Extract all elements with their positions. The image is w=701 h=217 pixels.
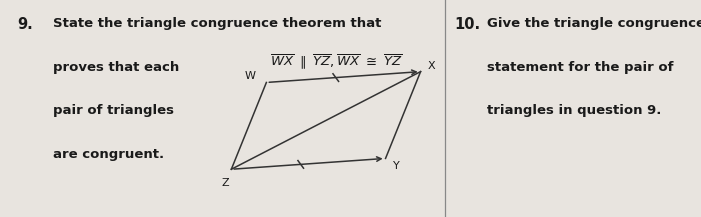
Text: statement for the pair of: statement for the pair of: [487, 61, 674, 74]
Text: pair of triangles: pair of triangles: [53, 104, 174, 117]
Text: proves that each: proves that each: [53, 61, 179, 74]
Text: 9.: 9.: [18, 17, 33, 32]
Text: are congruent.: are congruent.: [53, 148, 164, 161]
Text: W: W: [245, 71, 256, 81]
Text: Give the triangle congruence: Give the triangle congruence: [487, 17, 701, 30]
Text: State the triangle congruence theorem that: State the triangle congruence theorem th…: [53, 17, 381, 30]
Text: 10.: 10.: [454, 17, 480, 32]
Text: Y: Y: [393, 161, 400, 171]
Text: Z: Z: [222, 178, 229, 188]
Text: $\overline{WX}\ \parallel\ \overline{YZ},\overline{WX}\ \cong\ \overline{YZ}$: $\overline{WX}\ \parallel\ \overline{YZ}…: [270, 52, 403, 71]
Text: X: X: [428, 61, 435, 71]
Text: triangles in question 9.: triangles in question 9.: [487, 104, 662, 117]
